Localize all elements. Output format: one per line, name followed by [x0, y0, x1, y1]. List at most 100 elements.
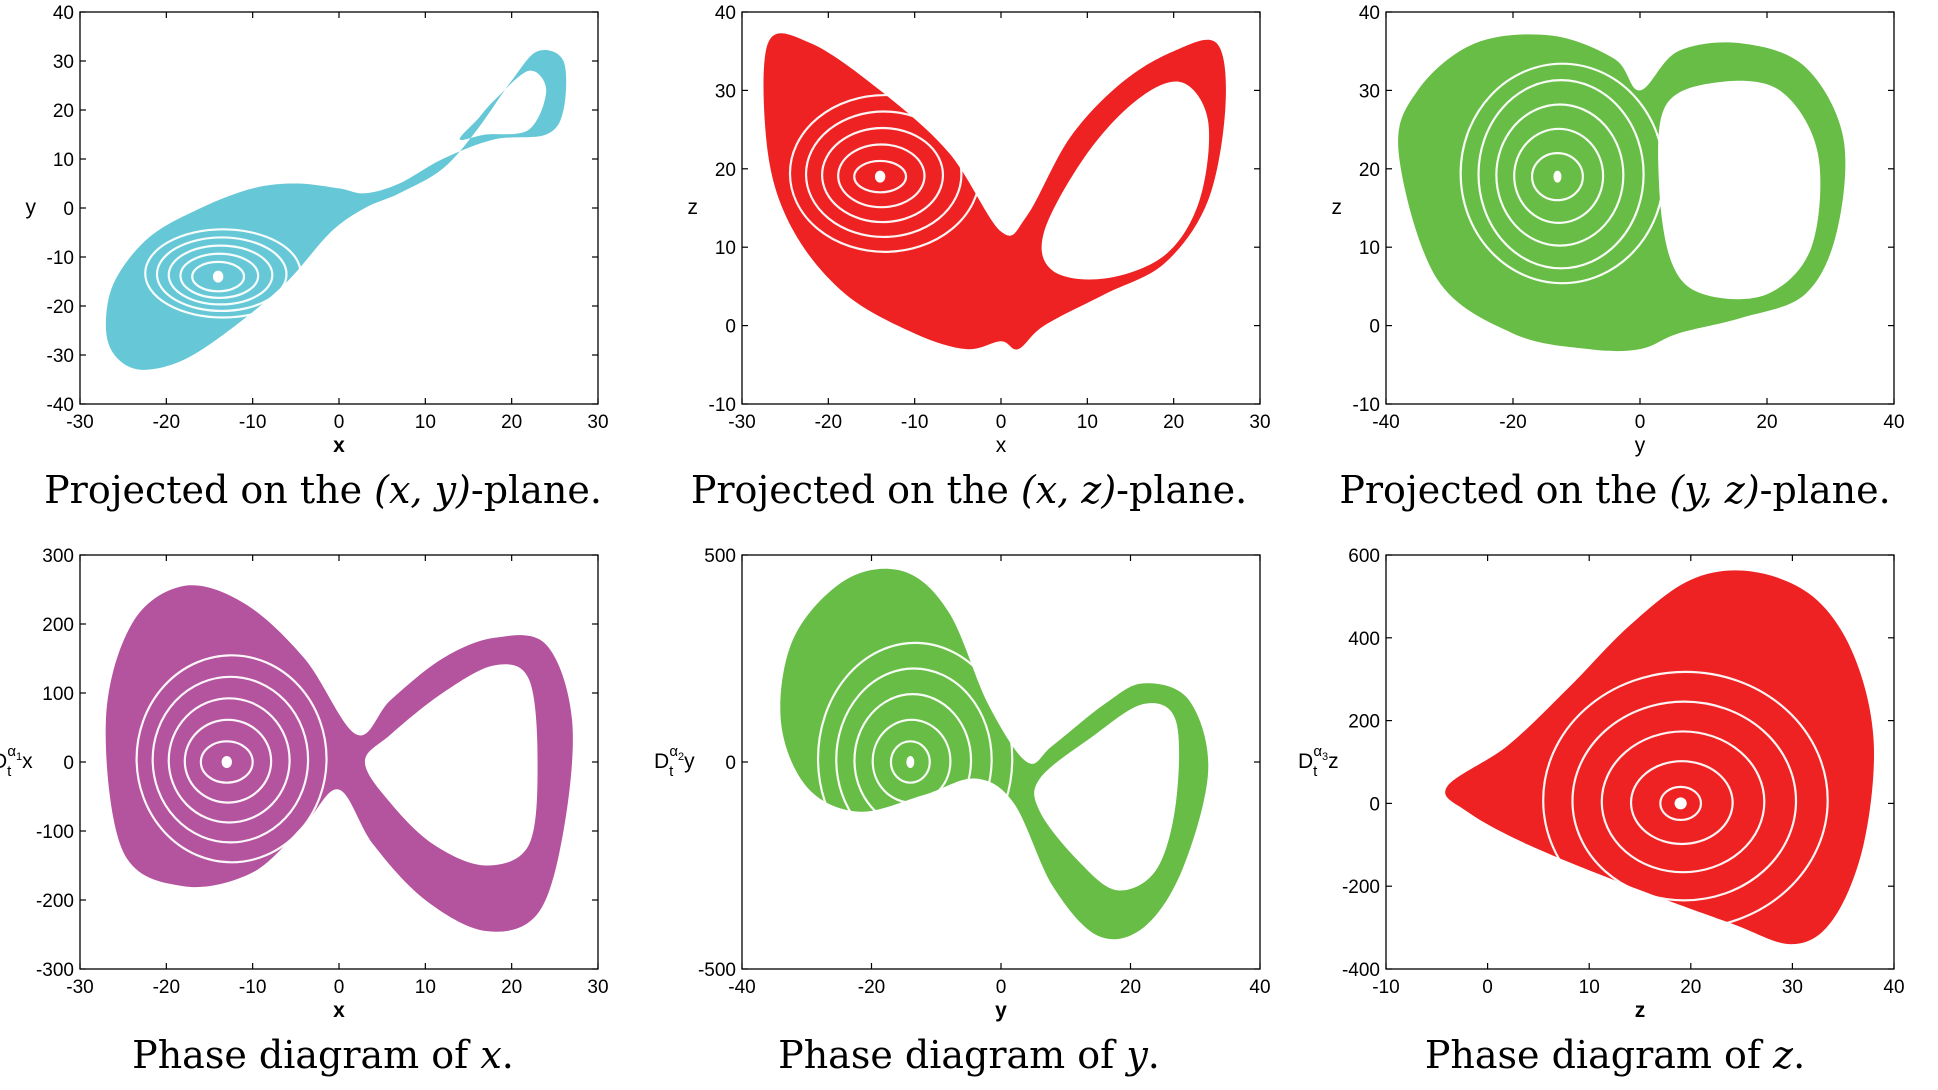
y-tick-label: -500: [698, 960, 736, 981]
attractor-whorl: [853, 159, 908, 194]
attractor-whorl: [151, 675, 310, 844]
attractor-equilibrium: [1674, 797, 1687, 810]
attractor-equilibrium: [1553, 170, 1562, 183]
panel-yz-projection: -40 -20 0 20 40 -10 0 10 20 30 40 y z Projected on th…: [1292, 0, 1938, 545]
x-axis-label: x: [996, 434, 1007, 457]
y-tick-label: 300: [42, 546, 74, 567]
x-tick-label: 0: [334, 977, 345, 998]
attractor-group: [105, 49, 567, 370]
attractor-whorl: [853, 693, 973, 828]
y-tick-label: -300: [36, 960, 74, 981]
attractor-whorl: [1571, 700, 1798, 902]
caption-math: y: [1126, 1033, 1148, 1077]
x-tick-label: 30: [1782, 977, 1803, 998]
x-tick-label: -30: [728, 412, 755, 433]
attractor-whorl: [183, 718, 273, 804]
caption-math: (x, y): [374, 468, 471, 512]
y-axis-label: Dtα2y: [654, 743, 695, 780]
attractor-whorl: [167, 697, 291, 824]
caption-suffix: -plane.: [1116, 468, 1248, 512]
attractor-whorl: [816, 641, 1014, 876]
y-axis-label: z: [1332, 196, 1343, 219]
y-tick-label: -200: [36, 891, 74, 912]
y-tick-label: -30: [47, 346, 74, 367]
y-tick-label: -10: [1353, 395, 1380, 416]
attractor-whorl: [1459, 62, 1665, 285]
y-tick-label: 30: [715, 81, 736, 102]
x-tick-label: 0: [1635, 412, 1646, 433]
x-tick-label: 20: [1163, 412, 1184, 433]
attractor-group: [780, 568, 1209, 940]
attractor-whorl: [788, 93, 982, 253]
x-tick-label: 30: [587, 977, 608, 998]
y-tick-label: 0: [1369, 794, 1380, 815]
attractor-whorl: [871, 718, 952, 804]
y-tick-label: 100: [42, 684, 74, 705]
panel-caption: Phase diagram of z.: [1292, 1033, 1938, 1077]
y-axis-label: y: [26, 196, 37, 219]
attractor-whorl: [167, 244, 274, 306]
chart-svg: -40 -20 0 20 40 -500 0 500 y Dtα2y: [654, 546, 1271, 1022]
y-tick-label: -100: [36, 822, 74, 843]
panel-xz-projection: -30 -20 -10 0 10 20 30 -10 0 10 20 30 40 x z Projected …: [646, 0, 1292, 545]
caption-text: Projected on the: [690, 468, 1021, 512]
y-tick-label: 0: [63, 753, 74, 774]
attractor-equilibrium: [212, 270, 224, 283]
attractor-whorl: [191, 260, 246, 293]
y-tick-label: 600: [1348, 546, 1380, 567]
x-tick-label: -30: [66, 977, 93, 998]
caption-suffix: -plane.: [1759, 468, 1891, 512]
caption-math: z: [1773, 1033, 1794, 1077]
attractor-whorl: [155, 236, 288, 313]
panel-caption: Projected on the (y, z)-plane.: [1292, 468, 1938, 512]
attractor-whorl: [1600, 730, 1766, 874]
chart-svg: -30-20-100102030-300-200-1000100200300xD…: [0, 546, 609, 1022]
attractor-whorl: [1530, 152, 1584, 202]
x-tick-label: 0: [334, 412, 345, 433]
x-axis-label: y: [995, 999, 1007, 1022]
y-tick-label: 0: [63, 199, 74, 220]
y-tick-label: 0: [1369, 317, 1380, 338]
x-tick-label: 10: [415, 977, 436, 998]
attractor-whorl: [889, 740, 931, 784]
x-tick-label: 20: [1756, 412, 1777, 433]
x-tick-label: -40: [1372, 412, 1399, 433]
y-axis-label: Dtα1x: [0, 743, 33, 780]
attractor-whorl: [1659, 785, 1703, 822]
panel-phase-y: -40 -20 0 20 40 -500 0 500 y Dtα2y Phase diagram o…: [646, 545, 1292, 1090]
y-tick-label: 20: [1359, 160, 1380, 181]
caption-text: Phase diagram of: [1424, 1033, 1774, 1077]
y-tick-label: -10: [47, 248, 74, 269]
attractor-whorl: [144, 228, 302, 319]
caption-suffix: .: [1793, 1033, 1806, 1077]
x-tick-label: 20: [1680, 977, 1701, 998]
y-tick-label: 20: [53, 101, 74, 122]
x-tick-label: 40: [1883, 977, 1904, 998]
y-tick-label: -200: [1342, 877, 1380, 898]
x-tick-label: 20: [1120, 977, 1141, 998]
x-tick-label: -20: [153, 977, 180, 998]
x-tick-label: -20: [1499, 412, 1526, 433]
panel-phase-x: -30-20-100102030-300-200-1000100200300xD…: [0, 545, 646, 1090]
x-tick-label: 10: [415, 412, 436, 433]
x-tick-label: -10: [239, 412, 266, 433]
x-tick-label: -10: [901, 412, 928, 433]
x-tick-label: 10: [1077, 412, 1098, 433]
x-tick-label: 0: [996, 977, 1007, 998]
attractor-whorl: [179, 252, 260, 299]
x-tick-label: 0: [996, 412, 1007, 433]
y-tick-label: 30: [53, 52, 74, 73]
caption-text: Projected on the: [1339, 468, 1670, 512]
attractor-whorl: [837, 143, 926, 209]
x-axis-label: y: [1635, 434, 1646, 457]
y-tick-label: 200: [42, 615, 74, 636]
y-tick-label: 30: [1359, 81, 1380, 102]
x-axis-label: z: [1635, 999, 1646, 1022]
attractor-whorl: [1629, 760, 1734, 846]
attractor-band: [780, 568, 1209, 940]
x-tick-label: -30: [66, 412, 93, 433]
x-tick-label: -40: [728, 977, 755, 998]
chart-svg: -10 0 10 20 30 40 -400 -200 0 200 400 600 z Dtα3z: [1298, 546, 1905, 1022]
caption-suffix: -plane.: [470, 468, 602, 512]
attractor-equilibrium: [874, 170, 886, 183]
